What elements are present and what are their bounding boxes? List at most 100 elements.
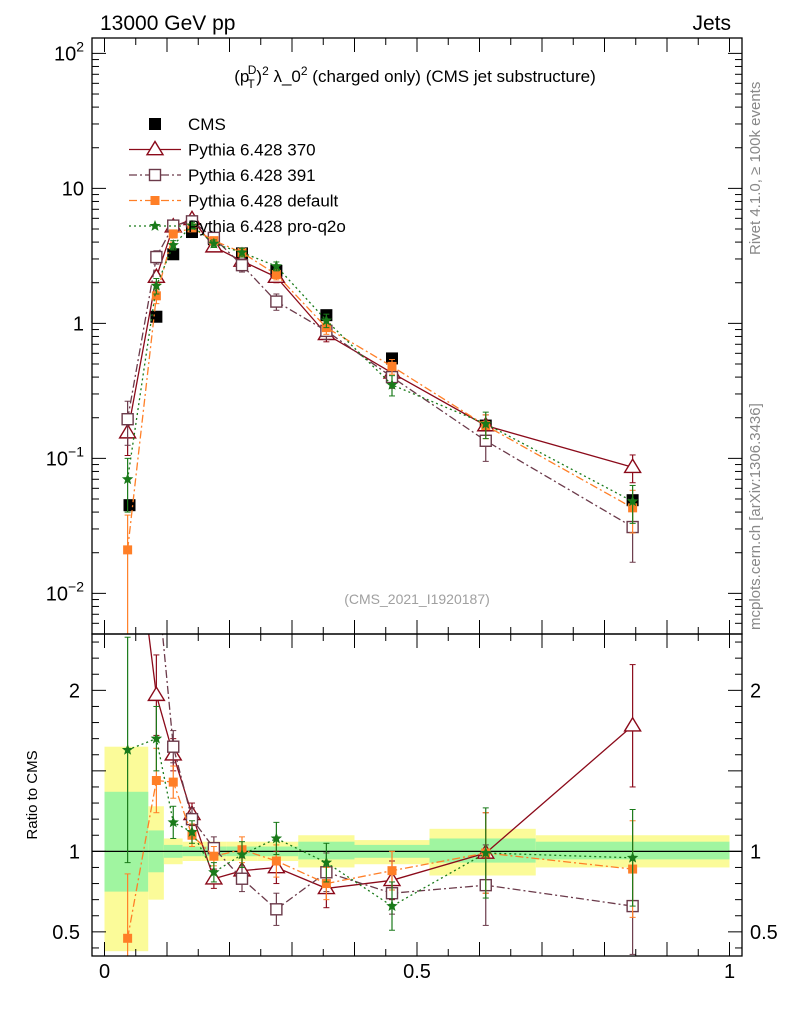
data-point: [167, 740, 180, 753]
legend-label: Pythia 6.428 default: [188, 192, 339, 211]
ratio-y-tick-label-right: 2: [750, 680, 761, 702]
x-tick-label: 0: [99, 961, 110, 983]
ratio-y-tick-label-left: 2: [69, 680, 80, 702]
y-tick-label: 10−1: [46, 443, 84, 470]
series-line: [126, 220, 633, 528]
data-point: [320, 856, 333, 868]
data-point: [387, 866, 397, 876]
legend-entry: Pythia 6.428 391: [129, 166, 316, 185]
legend-marker: [145, 140, 165, 156]
legend-marker: [149, 220, 161, 231]
data-point: [387, 361, 397, 371]
legend-entry: CMS: [149, 115, 226, 134]
data-point: [320, 314, 333, 326]
main-series-pythia-6-428-391: [121, 215, 639, 563]
y-tick-label: 1: [73, 313, 84, 335]
data-point: [150, 732, 163, 744]
legend-entry: Pythia 6.428 default: [129, 192, 339, 211]
main-series-pythia-6-428-370: [118, 209, 642, 484]
data-point: [480, 846, 492, 858]
series-line: [127, 737, 633, 907]
x-tick-label: 1: [724, 961, 735, 983]
ratio-y-axis-label: Ratio to CMS: [24, 750, 41, 839]
data-point: [236, 246, 248, 258]
data-point: [122, 315, 133, 326]
data-point: [235, 872, 249, 885]
data-point: [270, 832, 283, 844]
data-point: [123, 545, 133, 555]
data-point: [386, 352, 398, 365]
legend: CMS Pythia 6.428 370 Pythia 6.428 391 Pythi…: [129, 115, 346, 236]
data-point: [167, 239, 179, 250]
series-line: [161, 634, 633, 911]
ratio-y-tick-label-left: 0.5: [52, 922, 80, 944]
ratio-series-pythia-6-428-default: [123, 747, 638, 956]
data-point: [186, 219, 198, 231]
data-point: [121, 413, 134, 426]
legend-label: Pythia 6.428 370: [188, 141, 316, 160]
data-point: [167, 248, 180, 261]
data-point: [123, 499, 136, 512]
axes: 10−2 10−1 1 10 102 0.5 0.5 1 1 2 2 0 0.5 1: [46, 37, 778, 983]
data-point: [123, 933, 133, 943]
data-point: [167, 816, 179, 828]
data-point: [271, 270, 281, 280]
main-series-cms: [123, 226, 639, 512]
ratio-band-green: [104, 791, 149, 892]
data-point: [151, 564, 162, 575]
x-tick-label: 0.5: [403, 961, 431, 983]
data-point: [236, 848, 248, 860]
data-point: [168, 229, 178, 239]
y-tick-label: 10−2: [46, 578, 84, 605]
data-point: [386, 378, 398, 390]
series-line: [126, 227, 633, 550]
ratio-uncertainty-bands: [92, 746, 742, 952]
legend-entry: Pythia 6.428 370: [129, 140, 316, 160]
data-point: [623, 457, 642, 474]
data-point: [151, 776, 161, 786]
data-point: [271, 856, 281, 866]
data-point: [150, 279, 163, 291]
data-point: [235, 258, 249, 272]
data-point: [121, 473, 134, 485]
data-point: [626, 851, 639, 863]
ratio-y-tick-label-right: 1: [750, 841, 761, 863]
legend-label: Pythia 6.428 pro-q2o: [188, 217, 346, 236]
data-point: [186, 826, 198, 837]
data-point: [150, 250, 163, 264]
data-point: [208, 237, 220, 249]
data-point: [209, 851, 219, 861]
series-line: [126, 218, 633, 468]
data-point: [623, 716, 642, 732]
y-tick-label: 102: [54, 38, 84, 65]
data-point: [270, 903, 283, 916]
data-point: [626, 495, 639, 507]
ratio-y-tick-label-right: 0.5: [750, 922, 778, 944]
data-point: [270, 260, 283, 272]
mcplots-source-label: mcplots.cern.ch [arXiv:1306.3436]: [747, 403, 764, 630]
series-line: [148, 634, 634, 890]
y-tick-label: 10: [62, 178, 84, 200]
data-point: [270, 295, 283, 308]
legend-entry: Pythia 6.428 pro-q2o: [129, 217, 346, 236]
legend-label: Pythia 6.428 391: [188, 166, 316, 185]
data-point: [150, 310, 163, 323]
ratio-series-pythia-6-428-pro-q2o: [121, 636, 639, 931]
main-series-pythia-6-428-default: [123, 223, 638, 634]
data-point: [147, 685, 166, 702]
data-point: [151, 291, 161, 301]
plot-title: (pTD)2 λ_02 (charged only) (CMS jet subs…: [234, 63, 595, 91]
data-point: [168, 777, 178, 787]
legend-marker: [148, 168, 162, 182]
data-point: [480, 417, 492, 429]
main-plot-series: [118, 209, 642, 634]
plot-frame: [91, 633, 743, 957]
ratio-plot-series: [121, 315, 642, 956]
data-point: [208, 866, 220, 878]
header-right-label: Jets: [692, 12, 731, 35]
header-left-label: 13000 GeV pp: [100, 12, 235, 35]
legend-marker: [149, 118, 161, 130]
series-line: [126, 224, 633, 502]
data-point: [121, 743, 134, 755]
